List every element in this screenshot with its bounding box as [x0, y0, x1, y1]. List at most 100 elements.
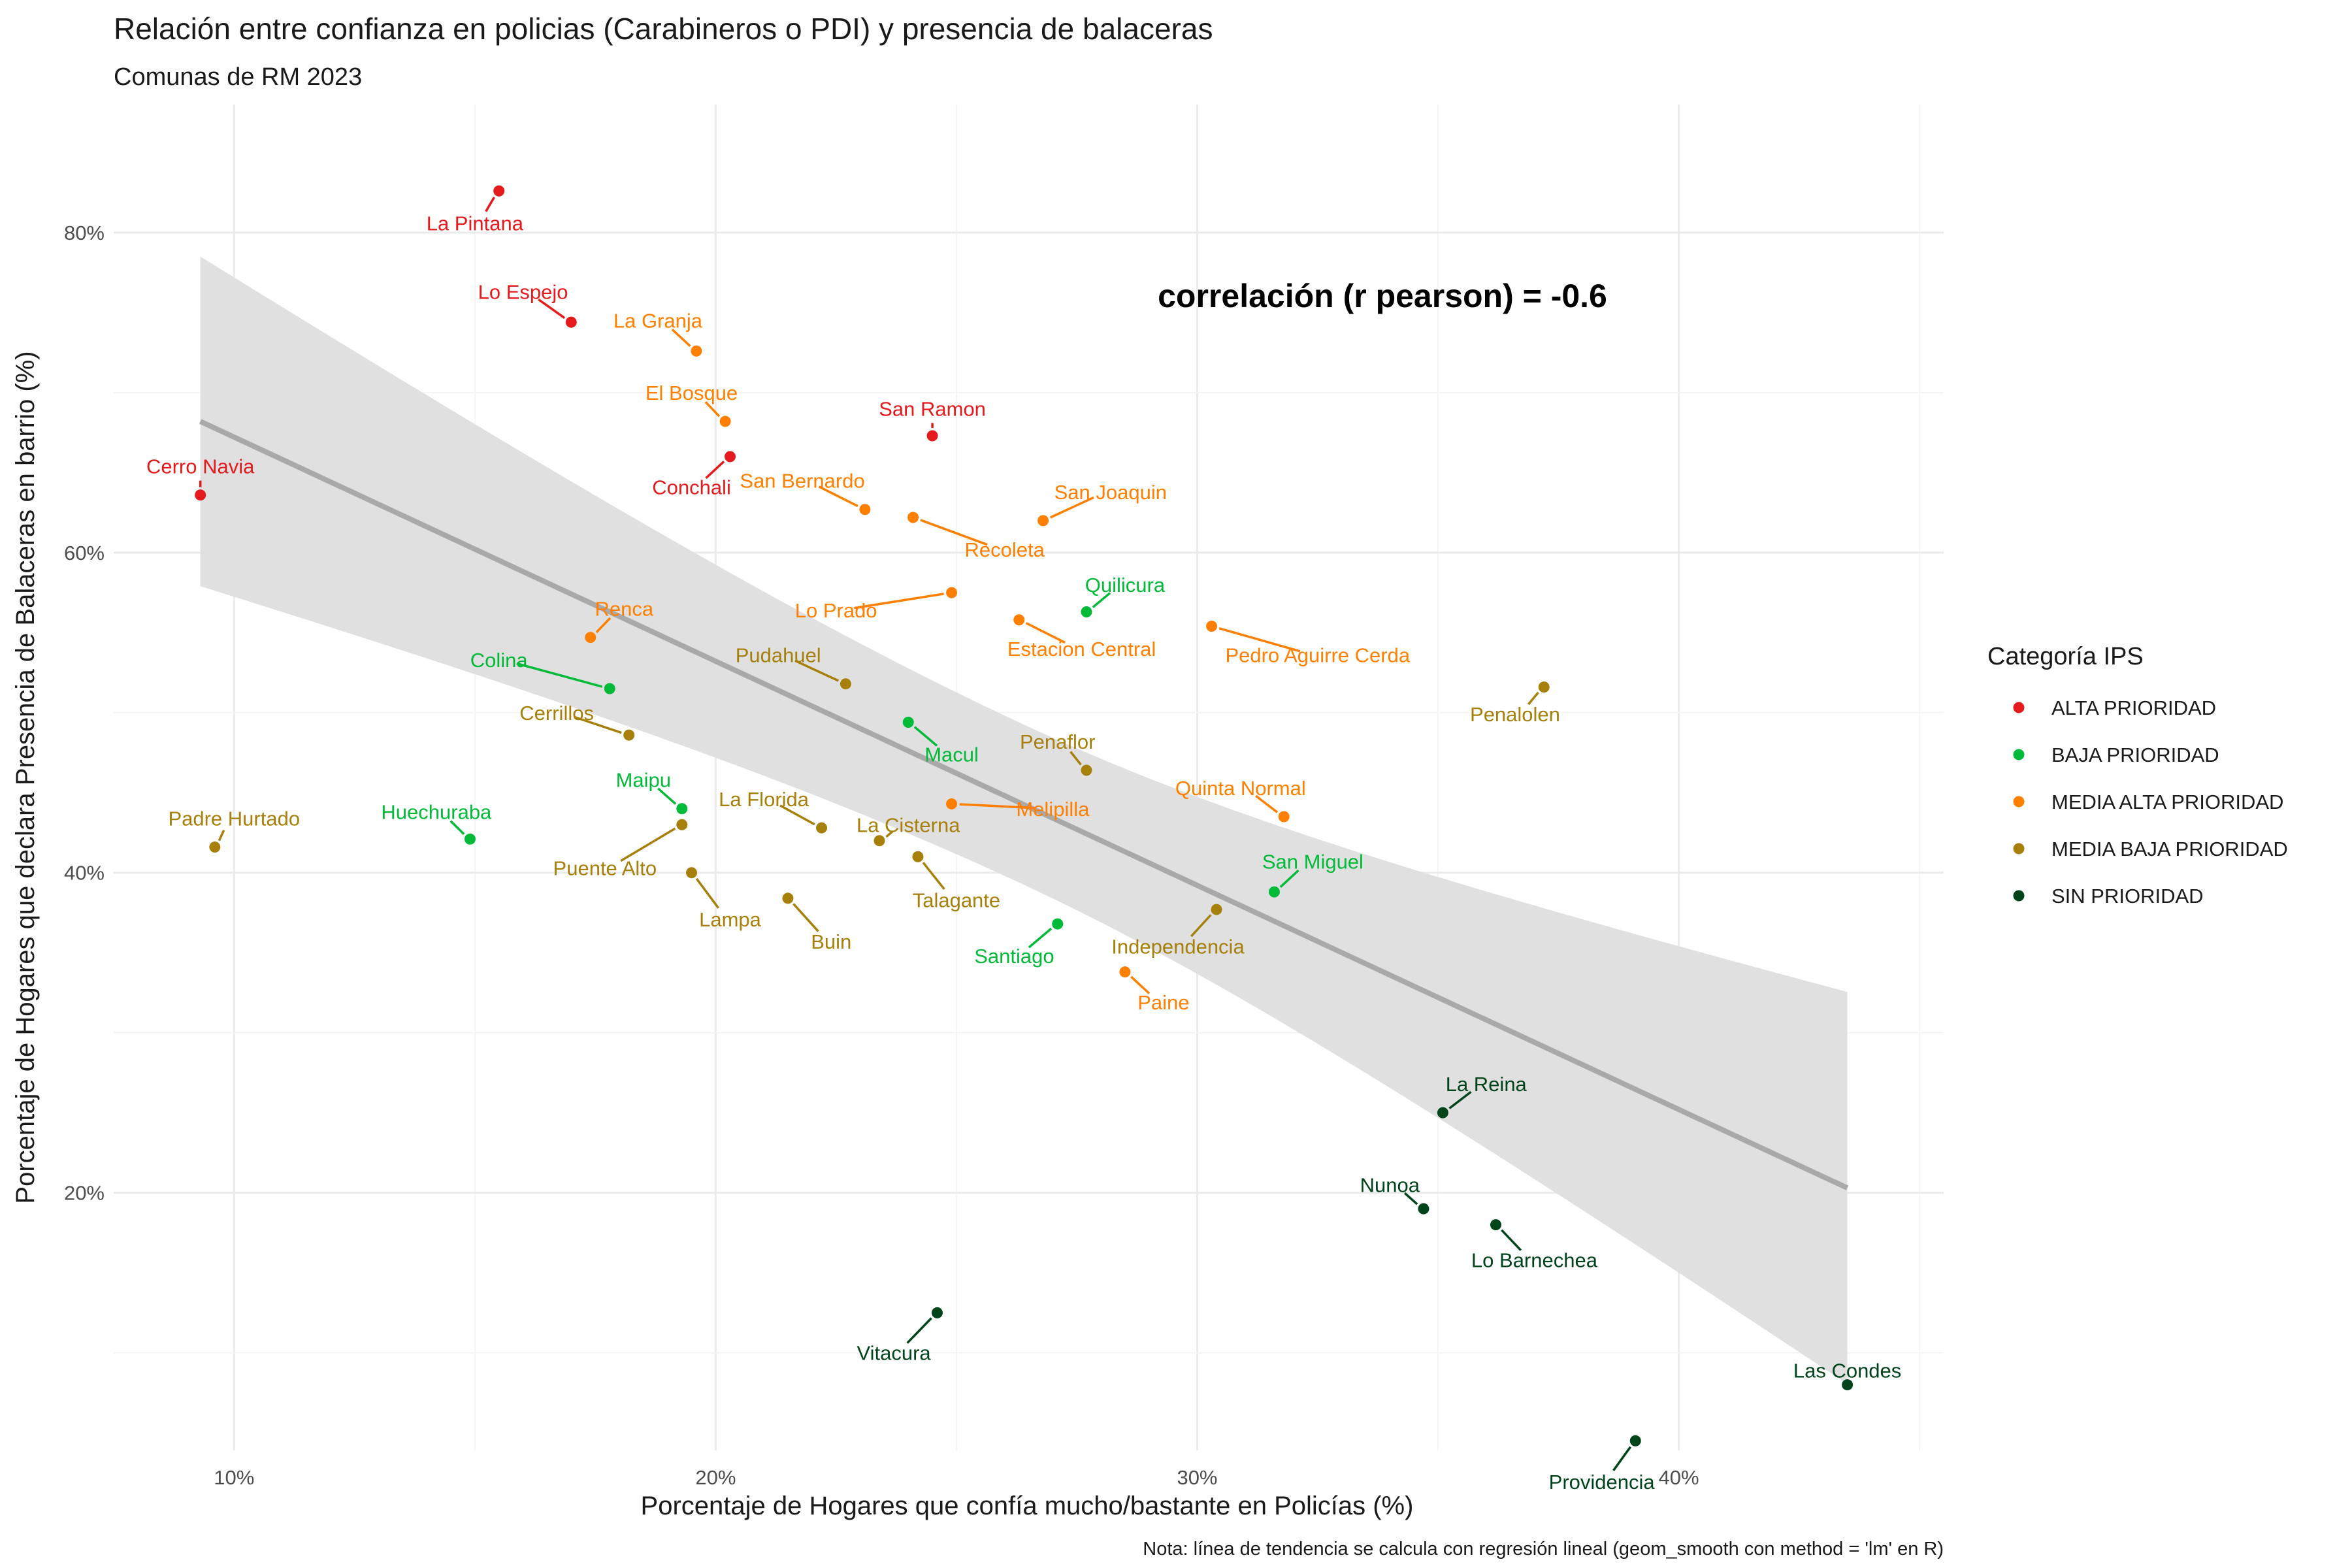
- label-connector: [574, 715, 622, 734]
- point-label: La Reina: [1446, 1073, 1527, 1096]
- data-point: [691, 345, 702, 357]
- data-point: [1278, 811, 1290, 823]
- label-connector: [1403, 1192, 1418, 1205]
- data-point: [840, 678, 851, 690]
- data-point: [946, 587, 958, 598]
- label-connector: [620, 827, 676, 862]
- label-connector: [538, 298, 566, 319]
- label-connector: [1025, 622, 1066, 644]
- label-connector: [1130, 975, 1151, 994]
- point-label: Pedro Aguirre Cerda: [1225, 644, 1410, 667]
- point-label: Conchali: [652, 476, 731, 498]
- chart-caption: Nota: línea de tendencia se calcula con …: [1143, 1539, 1944, 1560]
- y-tick-label: 80%: [64, 221, 105, 244]
- confidence-band: [200, 256, 1848, 1384]
- point-label: El Bosque: [645, 382, 738, 404]
- data-point: [209, 841, 221, 853]
- data-point: [1268, 886, 1280, 898]
- point-label: Nunoa: [1360, 1173, 1420, 1196]
- legend-key: [2013, 702, 2025, 713]
- point-label: La Granja: [613, 310, 703, 333]
- legend-label: ALTA PRIORIDAD: [2051, 696, 2216, 719]
- confidence-band-area: [200, 256, 1848, 1384]
- data-point: [1629, 1435, 1641, 1446]
- point-label: Maipu: [616, 769, 671, 792]
- x-tick-label: 40%: [1659, 1466, 1699, 1489]
- point-label: Buin: [811, 930, 851, 953]
- point-label: La Pintana: [427, 212, 524, 235]
- data-point: [585, 632, 596, 644]
- label-connector: [1049, 496, 1094, 519]
- label-connector: [959, 803, 1035, 809]
- chart-title: Relación entre confianza en policias (Ca…: [114, 12, 1213, 46]
- legend-title: Categoría IPS: [1987, 643, 2144, 670]
- label-connector: [1501, 1229, 1522, 1251]
- point-label: Colina: [470, 649, 529, 672]
- data-point: [931, 1307, 943, 1318]
- data-point: [1538, 681, 1550, 693]
- data-point: [1013, 614, 1025, 626]
- legend-key: [2013, 890, 2025, 902]
- label-connector: [1092, 592, 1111, 608]
- legend-key: [2013, 796, 2025, 808]
- legend-key: [2013, 749, 2025, 760]
- data-point: [902, 716, 914, 728]
- data-point: [724, 451, 736, 463]
- data-point: [686, 867, 698, 879]
- label-connector: [920, 519, 988, 546]
- label-connector: [906, 1317, 932, 1344]
- data-point: [604, 683, 615, 694]
- x-tick-label: 30%: [1177, 1466, 1217, 1489]
- data-point: [565, 316, 577, 328]
- point-label: Penalolen: [1470, 703, 1560, 726]
- data-point: [1211, 904, 1222, 915]
- label-connector: [671, 329, 691, 348]
- point-label: Puente Alto: [553, 857, 657, 879]
- point-label: Renca: [595, 598, 654, 621]
- label-connector: [1218, 627, 1301, 653]
- x-axis-title: Porcentaje de Hogares que confía mucho/b…: [641, 1492, 1414, 1520]
- x-tick-label: 20%: [695, 1466, 736, 1489]
- point-label: Lo Barnechea: [1471, 1249, 1598, 1272]
- data-point: [946, 798, 958, 809]
- point-label: La Cisterna: [857, 813, 960, 836]
- point-labels: La Pintana Lo Espejo San Ramon Conchali Cerr…: [146, 212, 1901, 1494]
- label-connector: [922, 862, 945, 890]
- data-point: [912, 851, 924, 862]
- point-label: Talagante: [913, 889, 1000, 911]
- label-connector: [854, 593, 944, 610]
- label-connector: [1279, 869, 1299, 888]
- label-connector: [485, 196, 495, 212]
- label-connector: [516, 662, 603, 688]
- label-connector: [1028, 927, 1053, 949]
- data-point: [1052, 918, 1064, 930]
- label-connector: [705, 461, 725, 480]
- data-point: [1037, 515, 1049, 527]
- point-label: Quinta Normal: [1175, 777, 1306, 800]
- correlation-annotation: correlación (r pearson) = -0.6: [1158, 278, 1607, 314]
- data-point: [1842, 1379, 1854, 1391]
- point-label: Macul: [924, 743, 979, 766]
- legend-label: BAJA PRIORIDAD: [2051, 743, 2219, 766]
- label-connector: [885, 830, 893, 838]
- trend-line: [199, 419, 1849, 1190]
- point-label: Cerro Navia: [146, 455, 255, 478]
- point-label: Recoleta: [964, 538, 1045, 561]
- label-connector: [792, 903, 819, 932]
- point-label: Penaflor: [1020, 730, 1095, 753]
- data-point: [1081, 764, 1092, 776]
- point-label: Independencia: [1111, 935, 1245, 958]
- label-connector: [1190, 914, 1212, 938]
- legend-label: MEDIA ALTA PRIORIDAD: [2051, 791, 2283, 813]
- data-point: [1119, 966, 1131, 978]
- point-label: La Florida: [719, 788, 809, 811]
- label-connector: [449, 820, 465, 836]
- label-connector: [704, 400, 721, 417]
- point-label: Huechuraba: [381, 801, 492, 824]
- data-points: [195, 185, 1854, 1446]
- data-point: [907, 512, 919, 523]
- data-point: [1437, 1107, 1448, 1119]
- data-point: [676, 803, 688, 815]
- label-connector: [1448, 1090, 1472, 1109]
